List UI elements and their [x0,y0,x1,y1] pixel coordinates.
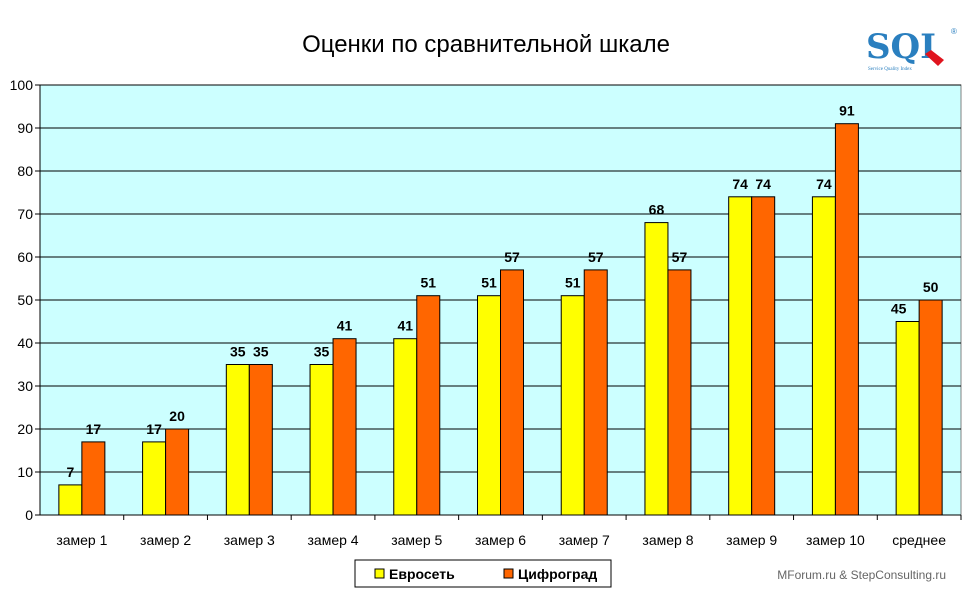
legend-box [354,559,612,588]
data-label: 51 [481,275,497,291]
legend-label-evroset: Евросеть [389,566,455,582]
bar-cifrograd [500,269,524,516]
legend-label-cifrograd: Цифроград [518,566,597,582]
bar-cifrograd [918,299,943,516]
y-tick-label: 40 [17,335,33,351]
x-category-label: замер 4 [308,532,359,548]
data-label: 57 [588,249,604,265]
sqi-logo: SQI ® Service Quality Index [866,27,957,72]
bar-evroset [225,364,250,516]
data-label: 68 [649,202,665,218]
logo-registered-mark: ® [951,27,957,36]
bar-evroset [309,364,334,516]
y-tick-label: 100 [10,77,34,93]
legend: Евросеть Цифроград [354,559,612,588]
legend-swatch-evroset [374,568,385,579]
logo-subtitle: Service Quality Index [868,67,912,72]
bars: 7 17 17 20 35 35 35 41 41 51 51 57 51 57 68 57 74 74 74 91 4… [58,103,943,516]
y-tick-label: 80 [17,163,33,179]
data-label: 57 [672,249,688,265]
bar-cifrograd [248,364,273,516]
y-tick-label: 70 [17,206,33,222]
data-label: 35 [253,344,269,360]
y-tick-label: 0 [25,507,33,523]
bar-cifrograd [751,196,776,516]
bar-cifrograd [81,441,106,516]
y-tick-label: 10 [17,464,33,480]
data-label: 7 [66,464,74,480]
x-category-label: замер 8 [642,532,693,548]
x-category-label: замер 7 [559,532,610,548]
bar-evroset [811,196,836,516]
data-label: 51 [420,275,436,291]
data-label: 45 [891,301,907,317]
data-label: 50 [923,279,939,295]
y-tick-label: 30 [17,378,33,394]
bar-evroset [393,338,418,516]
data-label: 17 [86,421,102,437]
bar-cifrograd [416,295,441,516]
x-category-label: замер 6 [475,532,526,548]
data-label: 91 [839,103,855,119]
source-credit: MForum.ru & StepConsulting.ru [777,568,946,582]
data-label: 20 [169,408,185,424]
bar-evroset [895,321,920,516]
data-label: 35 [230,344,246,360]
y-tick-label: 60 [17,249,33,265]
bar-cifrograd [834,123,859,516]
legend-swatch-cifrograd [503,568,514,579]
data-label: 51 [565,275,581,291]
bar-evroset [728,196,753,516]
bar-evroset [58,484,83,516]
logo-check-mark [925,50,944,66]
x-category-label: замер 1 [56,532,107,548]
data-label: 41 [337,318,353,334]
x-category-label: замер 2 [140,532,191,548]
bar-evroset [560,295,585,516]
bar-evroset [644,222,669,516]
data-label: 35 [314,344,330,360]
x-axis: замер 1 замер 2 замер 3 замер 4 замер 5 замер… [40,514,962,548]
y-tick-label: 50 [17,292,33,308]
data-label: 41 [397,318,413,334]
bar-cifrograd [165,428,190,516]
data-label: 74 [732,176,748,192]
data-label: 74 [816,176,832,192]
bar-evroset [142,441,167,516]
y-tick-label: 90 [17,120,33,136]
x-category-label: замер 9 [726,532,777,548]
x-category-label: замер 10 [806,532,865,548]
x-category-label: замер 3 [224,532,275,548]
data-label: 74 [755,176,771,192]
x-category-label: среднее [892,532,946,548]
data-label: 57 [504,249,520,265]
y-axis: 0 10 20 30 40 50 60 70 80 90 100 [10,77,41,523]
bar-cifrograd [332,338,357,516]
bar-evroset [477,295,501,516]
y-tick-label: 20 [17,421,33,437]
chart-title: Оценки по сравнительной шкале [302,31,670,58]
bar-cifrograd [667,269,692,516]
x-category-label: замер 5 [391,532,442,548]
bar-cifrograd [583,269,608,516]
logo-text: SQI [866,27,936,67]
data-label: 17 [146,421,162,437]
